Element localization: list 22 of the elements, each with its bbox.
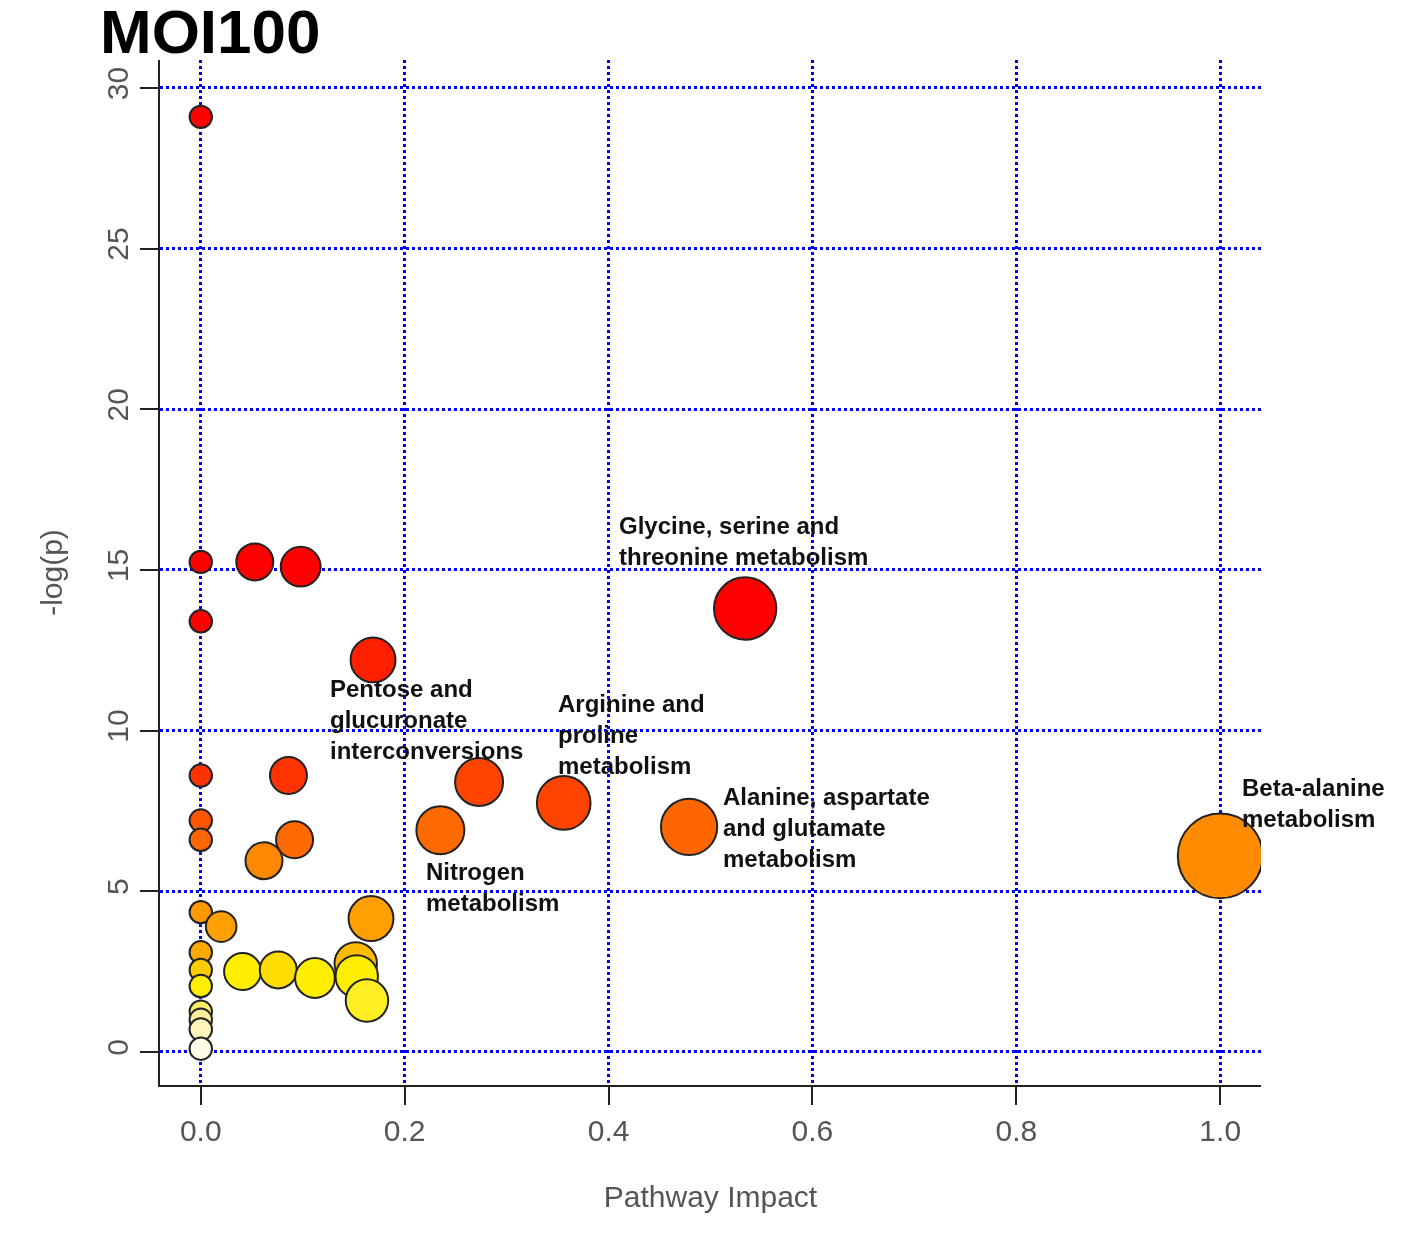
x-tick-label: 0.2 — [383, 1114, 426, 1147]
annotation: Pentose and glucuronate interconversions — [330, 675, 524, 765]
y-axis-title: -log(p) — [34, 529, 68, 616]
x-tick-label: 0.6 — [791, 1114, 834, 1147]
annotation: Arginine and proline metabolism — [558, 690, 705, 780]
y-tick-label: 5 — [101, 878, 134, 896]
annotation: Glycine, serine and threonine metabolism — [619, 512, 869, 571]
y-tick-label: 15 — [101, 548, 134, 583]
annotation: Nitrogen metabolism — [426, 858, 560, 917]
annotation: Alanine, aspartate and glutamate metabolism — [723, 783, 930, 873]
annotation: Beta-alanine metabolism — [1242, 774, 1385, 833]
x-tick-label: 0.4 — [587, 1114, 630, 1147]
chart-title: MOI100 — [100, 0, 321, 66]
x-tick-label: 0.8 — [995, 1114, 1038, 1147]
x-tick-label: 0.0 — [179, 1114, 222, 1147]
y-tick-label: 0 — [101, 1039, 134, 1056]
y-tick-label: 20 — [101, 388, 134, 422]
y-tick-label: 25 — [101, 227, 134, 261]
y-tick-label: 30 — [101, 66, 134, 101]
y-tick-label: 10 — [101, 709, 134, 743]
x-axis-title: Pathway Impact — [603, 1180, 818, 1213]
x-tick-label: 1.0 — [1199, 1114, 1242, 1147]
